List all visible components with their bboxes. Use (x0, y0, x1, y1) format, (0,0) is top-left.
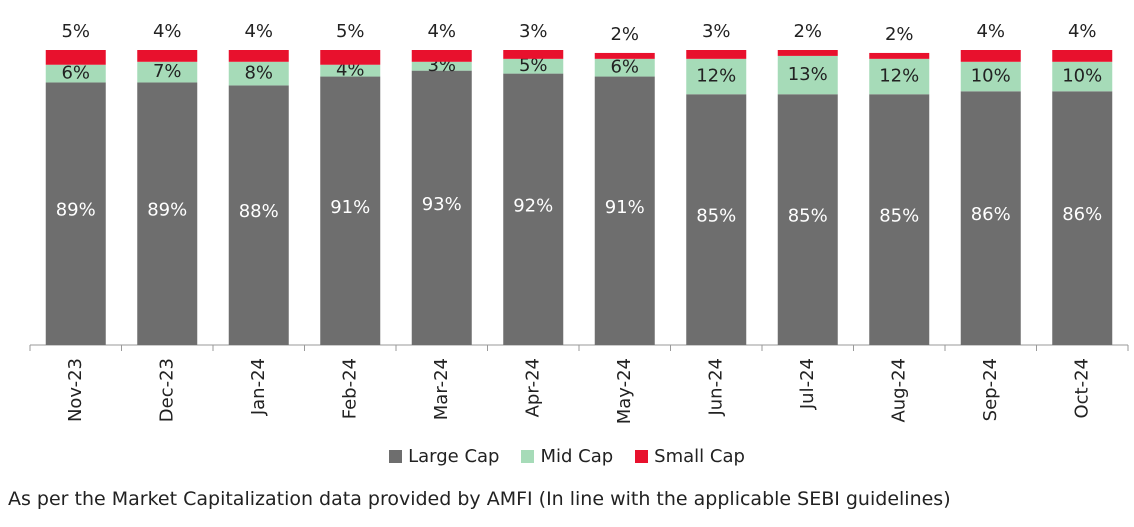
bar-large-cap-mar-24 (411, 70, 472, 346)
bar-mid-cap-oct-24 (1052, 61, 1113, 92)
legend-item-small-cap: Small Cap (635, 446, 745, 467)
x-tick-label-jan-24: Jan-24 (248, 358, 269, 416)
bar-mid-cap-jan-24 (228, 61, 289, 86)
data-label-small-cap-jan-24: 4% (244, 21, 273, 42)
bar-large-cap-feb-24 (320, 76, 381, 346)
bar-mid-cap-jul-24 (777, 55, 838, 95)
data-label-mid-cap-nov-23: 6% (61, 63, 90, 84)
data-label-small-cap-may-24: 2% (610, 24, 639, 45)
x-tick-label-may-24: May-24 (614, 358, 635, 424)
data-label-small-cap-sep-24: 4% (976, 21, 1005, 42)
data-label-large-cap-jul-24: 85% (788, 206, 828, 227)
bar-small-cap-mar-24 (411, 50, 472, 62)
data-label-mid-cap-apr-24: 5% (519, 55, 548, 76)
x-tick-label-apr-24: Apr-24 (522, 358, 543, 417)
legend-item-mid-cap: Mid Cap (521, 446, 613, 467)
data-label-small-cap-apr-24: 3% (519, 21, 548, 42)
data-label-small-cap-jul-24: 2% (793, 21, 822, 42)
bar-large-cap-jun-24 (686, 94, 747, 345)
bar-small-cap-dec-23 (137, 50, 198, 62)
x-tick-label-nov-23: Nov-23 (65, 358, 86, 422)
data-label-mid-cap-sep-24: 10% (971, 66, 1011, 87)
bar-mid-cap-sep-24 (960, 61, 1021, 92)
bar-small-cap-jan-24 (228, 50, 289, 62)
bar-small-cap-jun-24 (686, 50, 747, 59)
x-tick-label-sep-24: Sep-24 (980, 358, 1001, 421)
stacked-bar-chart: 89% 6% 5% Nov-23 89% 7% 4% Dec-23 88% 8% 4% Jan-24 9… (29, 21, 1129, 424)
legend-label-mid-cap: Mid Cap (540, 446, 614, 467)
data-label-mid-cap-oct-24: 10% (1062, 66, 1102, 87)
bar-mid-cap-nov-23 (45, 64, 106, 83)
data-label-large-cap-feb-24: 91% (330, 197, 370, 218)
bar-large-cap-dec-23 (137, 82, 198, 345)
data-label-large-cap-dec-23: 89% (147, 200, 187, 221)
legend-label-large-cap: Large Cap (408, 446, 500, 467)
legend-label-small-cap: Small Cap (654, 446, 745, 467)
legend-swatch-large-cap (389, 450, 403, 463)
bar-mid-cap-dec-23 (137, 61, 198, 83)
data-label-mid-cap-jun-24: 12% (696, 66, 736, 87)
bar-mid-cap-apr-24 (503, 58, 564, 74)
bar-large-cap-oct-24 (1052, 91, 1113, 345)
data-label-small-cap-dec-23: 4% (153, 21, 182, 42)
data-label-large-cap-mar-24: 93% (422, 194, 462, 215)
bar-mid-cap-mar-24 (411, 61, 472, 71)
data-label-small-cap-jun-24: 3% (702, 21, 731, 42)
legend-item-large-cap: Large Cap (389, 446, 499, 467)
bar-mid-cap-jun-24 (686, 58, 747, 95)
bar-small-cap-aug-24 (869, 52, 930, 59)
x-tick-label-feb-24: Feb-24 (339, 358, 360, 419)
data-label-large-cap-may-24: 91% (605, 197, 645, 218)
data-label-small-cap-oct-24: 4% (1068, 21, 1097, 42)
bar-small-cap-feb-24 (320, 50, 381, 65)
data-label-mid-cap-jul-24: 13% (788, 64, 828, 85)
x-tick-label-mar-24: Mar-24 (431, 358, 452, 420)
data-label-mid-cap-dec-23: 7% (153, 61, 182, 82)
bar-small-cap-may-24 (594, 52, 655, 59)
bar-mid-cap-may-24 (594, 58, 655, 77)
bar-small-cap-sep-24 (960, 50, 1021, 62)
x-tick-label-oct-24: Oct-24 (1071, 358, 1092, 419)
data-label-large-cap-oct-24: 86% (1062, 204, 1102, 225)
legend-swatch-mid-cap (521, 450, 535, 463)
x-tick-label-dec-23: Dec-23 (156, 358, 177, 422)
data-label-large-cap-jan-24: 88% (239, 201, 279, 222)
bar-small-cap-oct-24 (1052, 50, 1113, 62)
x-tick-label-aug-24: Aug-24 (888, 358, 909, 423)
data-label-large-cap-nov-23: 89% (56, 200, 96, 221)
data-label-mid-cap-feb-24: 4% (336, 60, 365, 81)
bar-large-cap-nov-23 (45, 82, 106, 345)
data-label-small-cap-aug-24: 2% (885, 24, 914, 45)
data-label-small-cap-mar-24: 4% (427, 21, 456, 42)
data-label-large-cap-apr-24: 92% (513, 195, 553, 216)
bar-mid-cap-aug-24 (869, 58, 930, 95)
bar-small-cap-jul-24 (777, 50, 838, 56)
data-label-mid-cap-jan-24: 8% (244, 63, 273, 84)
bar-large-cap-apr-24 (503, 73, 564, 345)
bar-large-cap-may-24 (594, 76, 655, 346)
data-label-large-cap-aug-24: 85% (879, 206, 919, 227)
legend-swatch-small-cap (635, 450, 649, 463)
data-label-small-cap-feb-24: 5% (336, 21, 365, 42)
x-tick-label-jun-24: Jun-24 (705, 358, 726, 417)
footnote: As per the Market Capitalization data pr… (8, 488, 951, 510)
data-label-large-cap-sep-24: 86% (971, 204, 1011, 225)
data-label-mid-cap-aug-24: 12% (879, 66, 919, 87)
x-tick-label-jul-24: Jul-24 (797, 358, 818, 410)
bar-mid-cap-feb-24 (320, 64, 381, 77)
bar-large-cap-jul-24 (777, 94, 838, 345)
bar-small-cap-nov-23 (45, 50, 106, 65)
legend: Large Cap Mid Cap Small Cap (0, 446, 1134, 467)
bar-large-cap-sep-24 (960, 91, 1021, 345)
data-label-small-cap-nov-23: 5% (61, 21, 90, 42)
bar-small-cap-apr-24 (503, 50, 564, 59)
bar-large-cap-jan-24 (228, 85, 289, 346)
bar-large-cap-aug-24 (869, 94, 930, 345)
data-label-mid-cap-may-24: 6% (610, 57, 639, 78)
data-label-large-cap-jun-24: 85% (696, 206, 736, 227)
